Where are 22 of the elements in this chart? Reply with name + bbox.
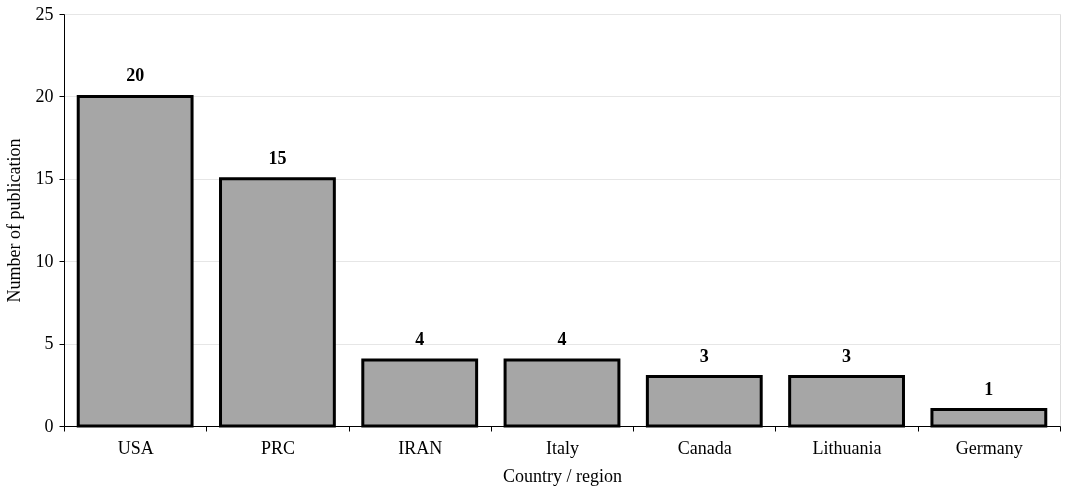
y-tick-label: 20	[35, 85, 54, 106]
x-tick-label: IRAN	[398, 437, 443, 458]
data-label: 3	[699, 345, 709, 366]
data-label: 1	[984, 378, 994, 399]
data-label: 4	[415, 329, 425, 350]
y-axis-title: Number of publication	[3, 138, 24, 303]
data-label: 15	[268, 147, 287, 168]
x-tick-label: Canada	[677, 437, 732, 458]
x-tick-label: USA	[117, 437, 154, 458]
x-tick-label: Germany	[955, 437, 1023, 458]
x-axis-title: Country / region	[503, 465, 622, 486]
x-tick-label: Lithuania	[812, 437, 882, 458]
x-tick-label: PRC	[260, 437, 295, 458]
y-tick-label: 15	[35, 168, 54, 189]
y-tick-label: 25	[35, 3, 54, 24]
data-label: 20	[126, 65, 145, 86]
y-tick-label: 5	[44, 333, 54, 354]
y-tick-label: 10	[35, 250, 54, 271]
x-tick-label: Italy	[546, 437, 579, 458]
data-label: 4	[557, 329, 567, 350]
data-label: 3	[842, 345, 852, 366]
y-tick-label: 0	[44, 415, 54, 436]
